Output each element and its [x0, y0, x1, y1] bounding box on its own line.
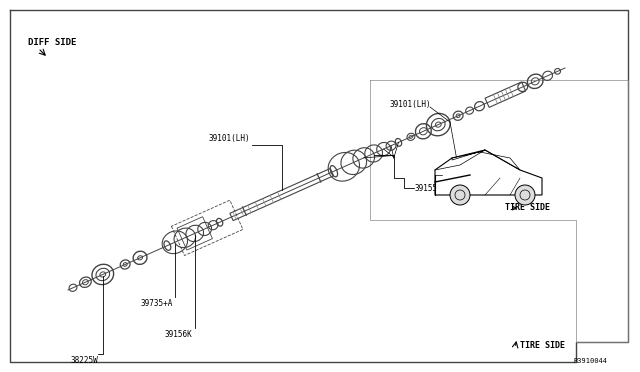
Text: TIRE SIDE: TIRE SIDE	[505, 203, 550, 212]
Text: 39156K: 39156K	[165, 330, 193, 339]
Text: 39101(LH): 39101(LH)	[208, 134, 250, 142]
Circle shape	[450, 185, 470, 205]
Text: DIFF SIDE: DIFF SIDE	[28, 38, 76, 47]
Text: R3910044: R3910044	[574, 358, 608, 364]
Text: 39155K: 39155K	[415, 184, 442, 193]
Polygon shape	[435, 150, 542, 195]
Text: 39101(LH): 39101(LH)	[390, 100, 431, 109]
Text: 38225W: 38225W	[70, 356, 98, 365]
Text: TIRE SIDE: TIRE SIDE	[520, 341, 565, 350]
Text: 39735+A: 39735+A	[141, 299, 173, 308]
Circle shape	[515, 185, 535, 205]
